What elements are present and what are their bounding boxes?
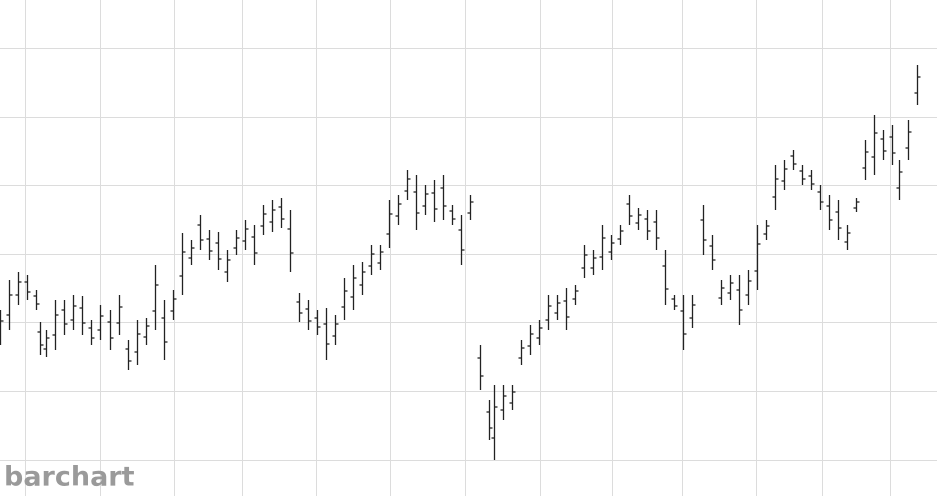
watermark: barchart [4,462,135,493]
bars [0,65,921,460]
